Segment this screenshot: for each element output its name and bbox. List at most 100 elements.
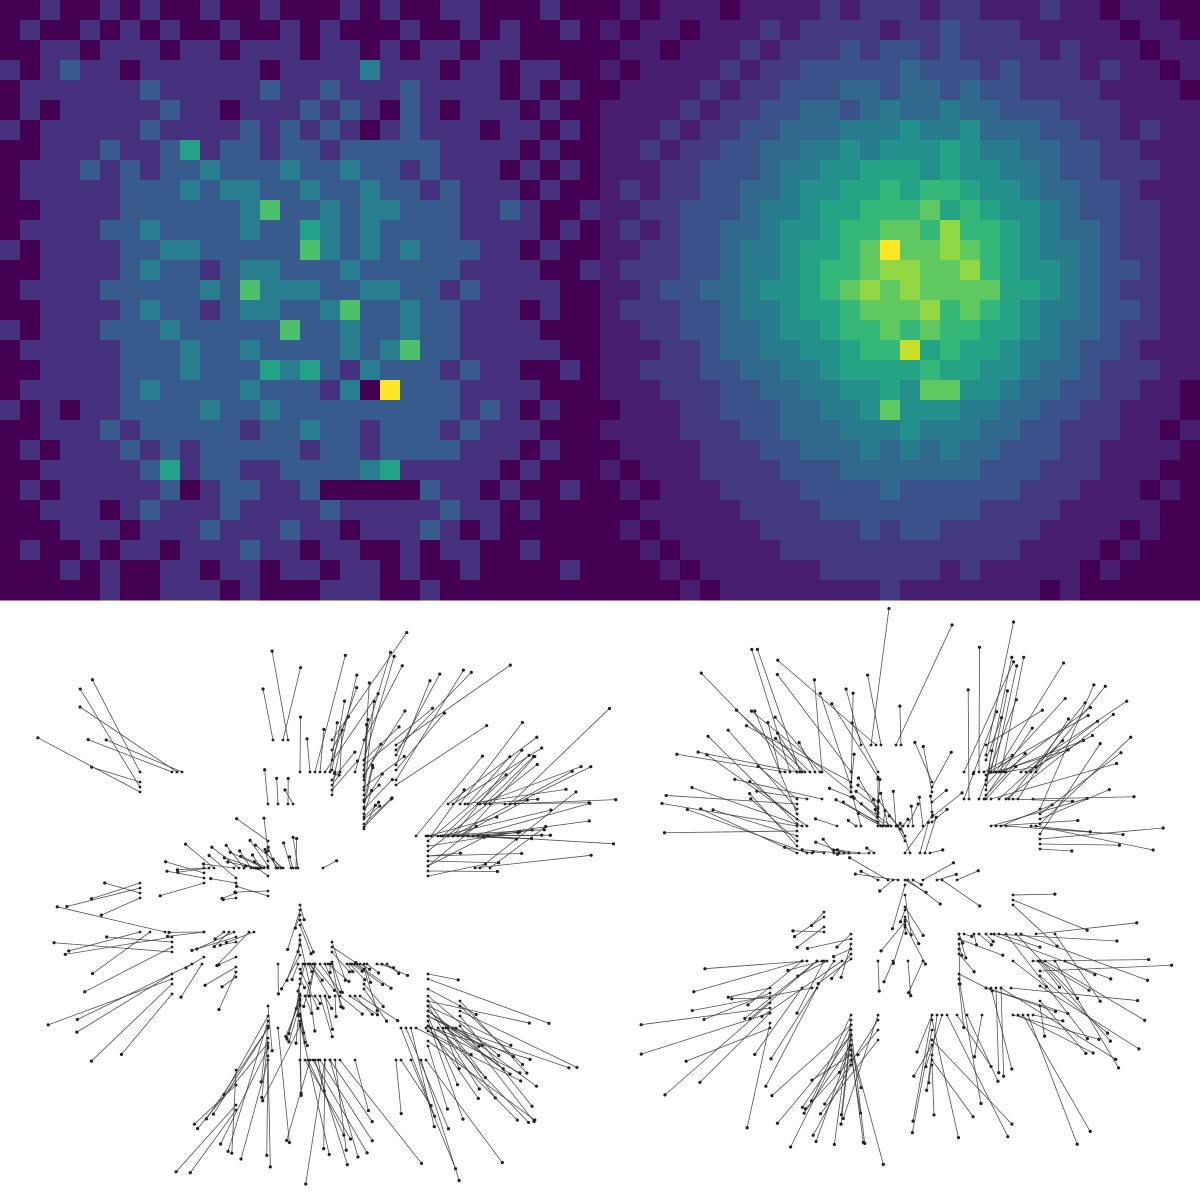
heat-cell: [200, 140, 221, 161]
heat-cell: [540, 0, 561, 21]
heat-cell: [700, 460, 721, 481]
node: [811, 1133, 815, 1137]
heat-cell: [380, 540, 401, 561]
node: [234, 935, 238, 939]
edge: [208, 855, 237, 879]
node: [854, 824, 858, 828]
node: [360, 969, 364, 973]
node: [432, 1124, 436, 1129]
heat-cell: [760, 140, 781, 161]
heat-cell: [460, 120, 481, 141]
node: [138, 930, 142, 934]
node: [477, 1044, 481, 1048]
edge: [1012, 904, 1058, 947]
node: [805, 959, 809, 963]
node: [234, 1083, 238, 1087]
node: [1137, 1047, 1141, 1051]
edge: [985, 766, 1017, 800]
heat-cell: [860, 500, 881, 521]
edge: [79, 688, 141, 788]
heat-cell: [260, 380, 281, 401]
heat-cell: [300, 40, 321, 61]
node: [405, 631, 409, 635]
heat-cell: [0, 360, 21, 381]
heat-cell: [620, 480, 641, 501]
heat-cell: [440, 120, 461, 141]
heat-cell: [560, 180, 581, 201]
heat-cell: [20, 20, 41, 41]
node: [232, 930, 236, 934]
node: [234, 965, 238, 969]
heat-cell: [160, 340, 181, 361]
edge: [792, 930, 825, 933]
node: [333, 770, 337, 774]
heat-cell: [540, 280, 561, 301]
heat-cell: [220, 0, 241, 21]
heat-cell: [1100, 60, 1121, 81]
node: [426, 1029, 430, 1033]
heat-cell: [960, 260, 981, 281]
heat-cell: [900, 280, 921, 301]
heat-cell: [1140, 240, 1161, 261]
heat-cell: [1160, 40, 1181, 61]
heat-cell: [120, 420, 141, 441]
heat-cell: [760, 440, 781, 461]
heat-cell: [320, 140, 341, 161]
edge: [236, 885, 269, 897]
node: [503, 802, 507, 806]
heat-cell: [740, 380, 761, 401]
heat-cell: [100, 160, 121, 181]
heat-cell: [780, 360, 801, 381]
heat-cell: [20, 80, 41, 101]
node: [930, 820, 934, 824]
heat-cell: [40, 240, 61, 261]
node: [364, 723, 369, 727]
heat-cell: [1100, 420, 1121, 441]
heat-cell: [640, 260, 661, 281]
heat-cell: [60, 220, 81, 241]
node: [746, 1003, 750, 1007]
heat-cell: [980, 540, 1001, 561]
edge: [427, 1030, 472, 1055]
heat-cell: [140, 0, 161, 21]
heat-cell: [1100, 20, 1121, 41]
heat-cell: [940, 480, 961, 501]
heat-cell: [760, 40, 781, 61]
node: [404, 1026, 408, 1030]
heat-cell: [420, 560, 441, 581]
edge: [351, 963, 363, 972]
heat-cell: [520, 80, 541, 101]
heat-cell: [940, 180, 961, 201]
line-panel: [639, 606, 1174, 1166]
heat-cell: [1020, 260, 1041, 281]
heat-cell: [540, 180, 561, 201]
node: [851, 691, 855, 695]
heat-cell: [640, 120, 661, 141]
heat-cell: [860, 440, 881, 461]
heat-cell: [860, 200, 881, 221]
node: [303, 1058, 307, 1062]
node: [232, 866, 236, 870]
heat-cell: [340, 20, 361, 41]
heat-cell: [1000, 60, 1021, 81]
heat-cell: [960, 200, 981, 221]
node: [298, 1019, 302, 1023]
node: [204, 1117, 209, 1121]
heat-cell: [720, 320, 741, 341]
heat-cell: [480, 540, 501, 561]
heat-cell: [260, 340, 281, 361]
edge: [91, 882, 141, 900]
node: [856, 783, 860, 787]
heat-cell: [720, 560, 741, 581]
heat-cell: [20, 100, 41, 121]
node: [1107, 788, 1111, 792]
node: [446, 1127, 451, 1131]
node: [984, 932, 988, 936]
node: [984, 743, 988, 747]
heat-cell: [400, 540, 421, 561]
heat-cell: [60, 300, 81, 321]
node: [1063, 696, 1067, 701]
heat-cell: [260, 420, 281, 441]
heat-cell: [920, 560, 941, 581]
heat-cell: [680, 80, 701, 101]
